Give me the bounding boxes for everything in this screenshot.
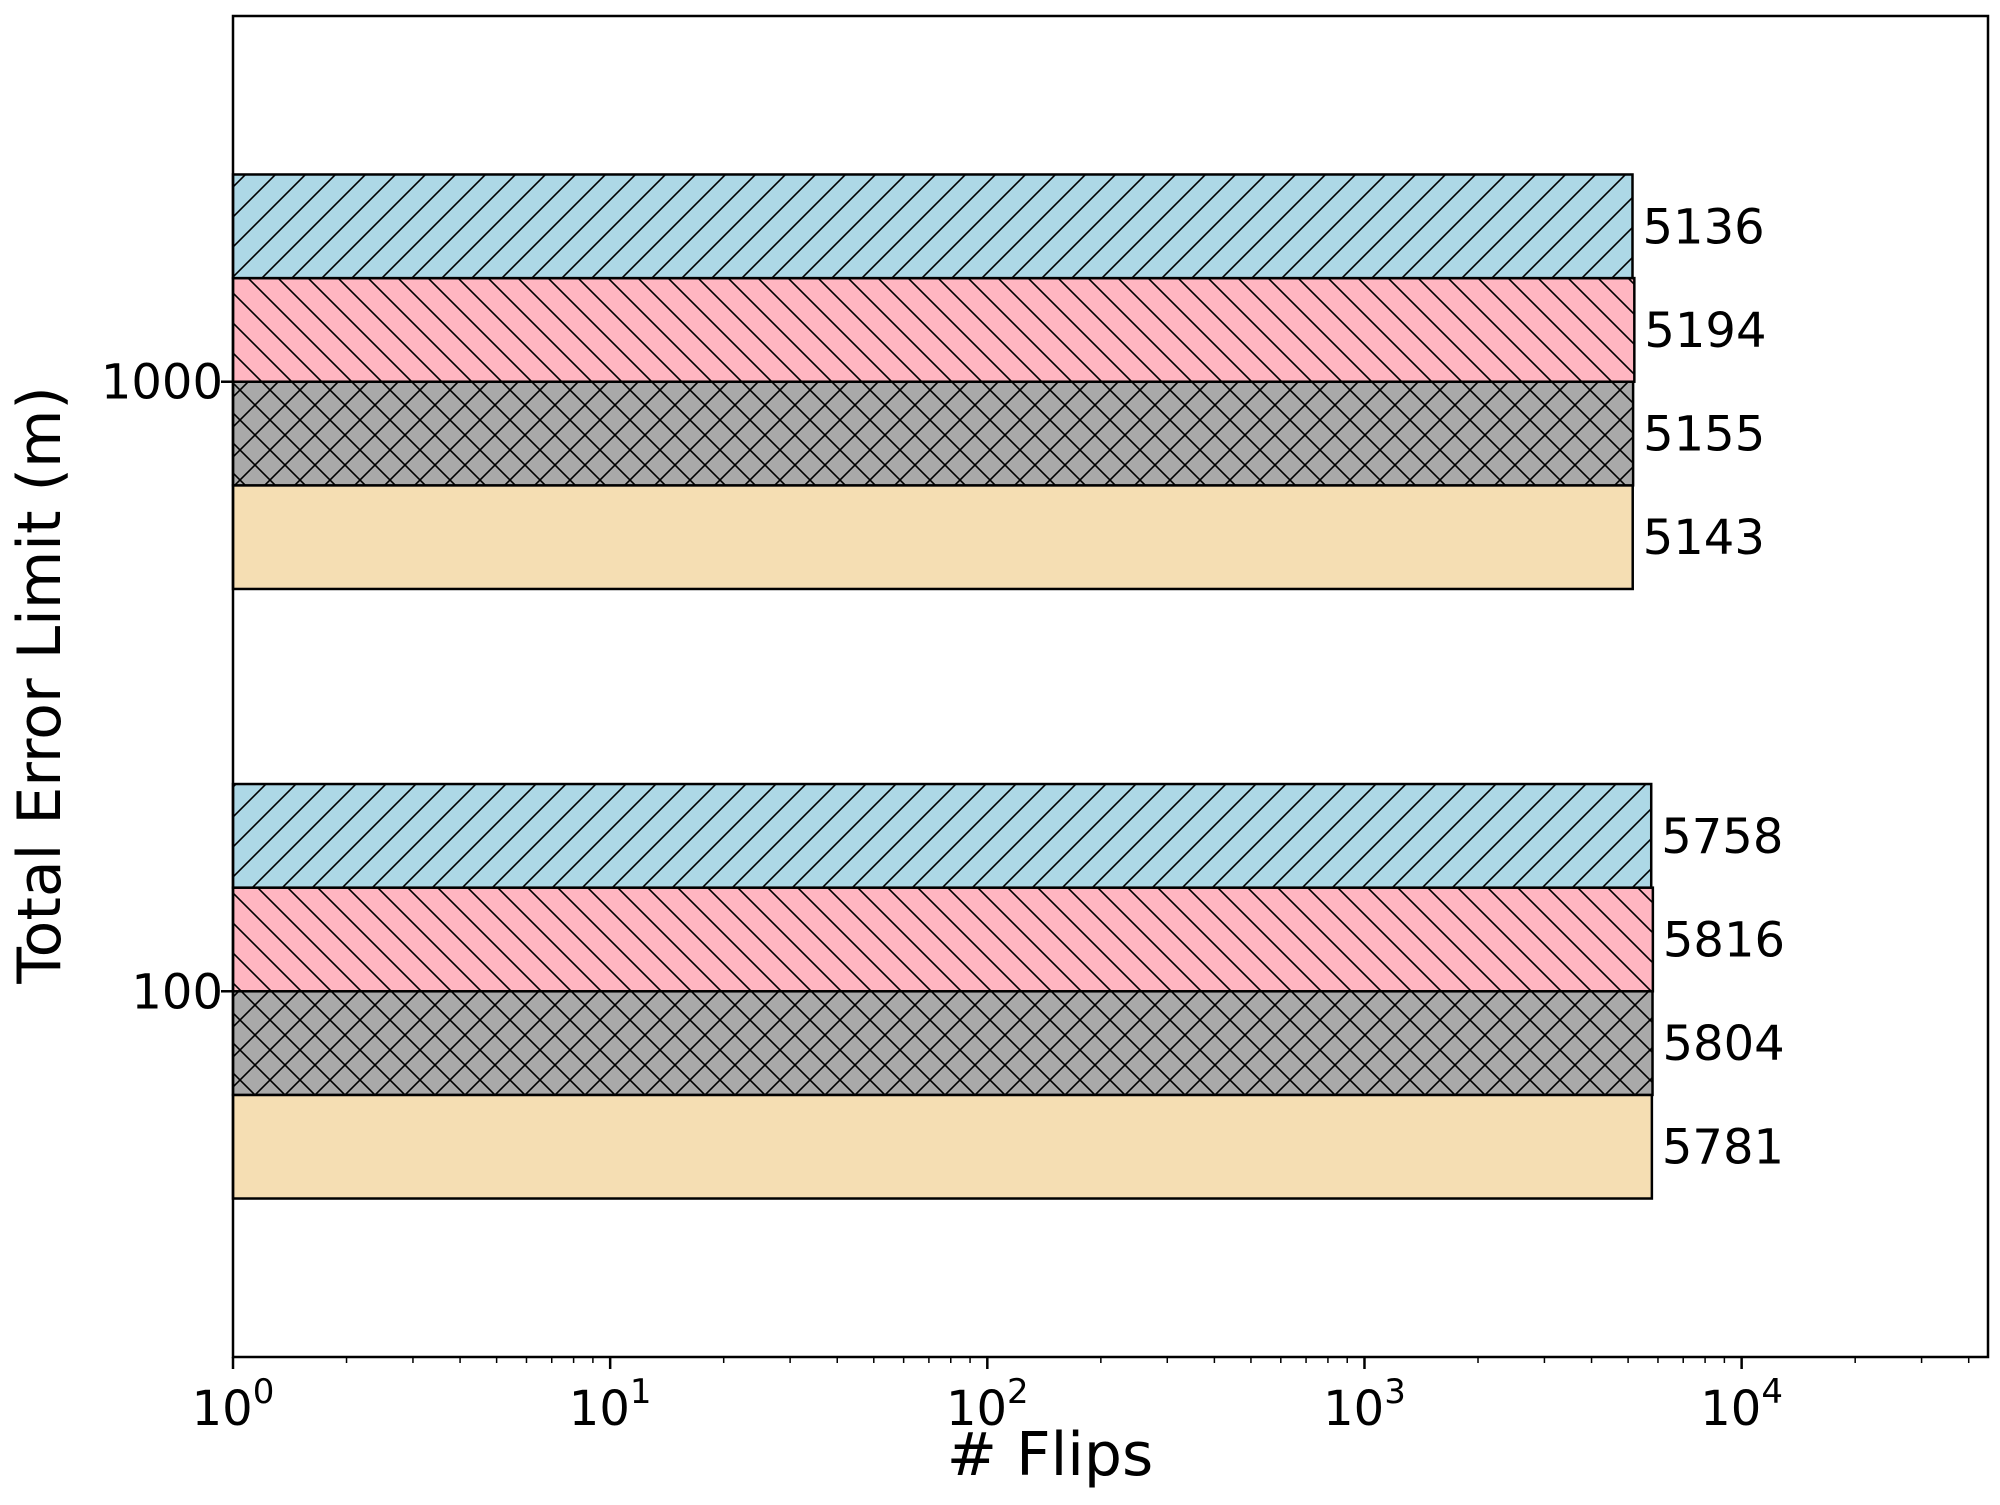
value-labels-layer: 5781 5804 5816 5758 5143 5155 5194 5136: [1642, 199, 1785, 1175]
bar-value-label: 5143: [1643, 510, 1765, 566]
x-tick-label: 104: [1700, 1372, 1783, 1437]
bar-value-label: 5136: [1642, 199, 1764, 255]
bar-value-label: 5804: [1663, 1016, 1785, 1072]
x-axis-label: # Flips: [947, 1420, 1154, 1490]
bar-hatch: [233, 174, 1633, 279]
bar-hatch: [233, 991, 1653, 1095]
y-tick-label: 100: [131, 964, 223, 1020]
bar-hatch: [233, 784, 1652, 888]
bar: [233, 1094, 1652, 1199]
y-tick-label: 1000: [101, 355, 223, 411]
plot-frame: [231, 14, 1990, 1359]
x-axis: 100 101 102 103 104: [192, 1357, 1970, 1437]
bar-value-label: 5758: [1661, 809, 1783, 865]
bar-hatch: [233, 887, 1653, 992]
bar-hatch: [233, 381, 1634, 486]
bar-value-label: 5194: [1644, 303, 1766, 359]
bar: [233, 485, 1633, 589]
x-tick-label: 102: [946, 1372, 1029, 1437]
bar-value-label: 5155: [1643, 407, 1765, 463]
bar-hatch: [233, 278, 1635, 382]
y-axis: 100 1000: [101, 355, 233, 1020]
y-axis-label: Total Error Limit (m): [5, 386, 75, 985]
x-tick-label: 101: [569, 1372, 652, 1437]
bars-layer: [231, 173, 1655, 1200]
bar-value-label: 5781: [1662, 1120, 1784, 1176]
bar-value-label: 5816: [1663, 912, 1785, 968]
x-tick-label: 103: [1323, 1372, 1406, 1437]
x-tick-label: 100: [192, 1372, 275, 1437]
